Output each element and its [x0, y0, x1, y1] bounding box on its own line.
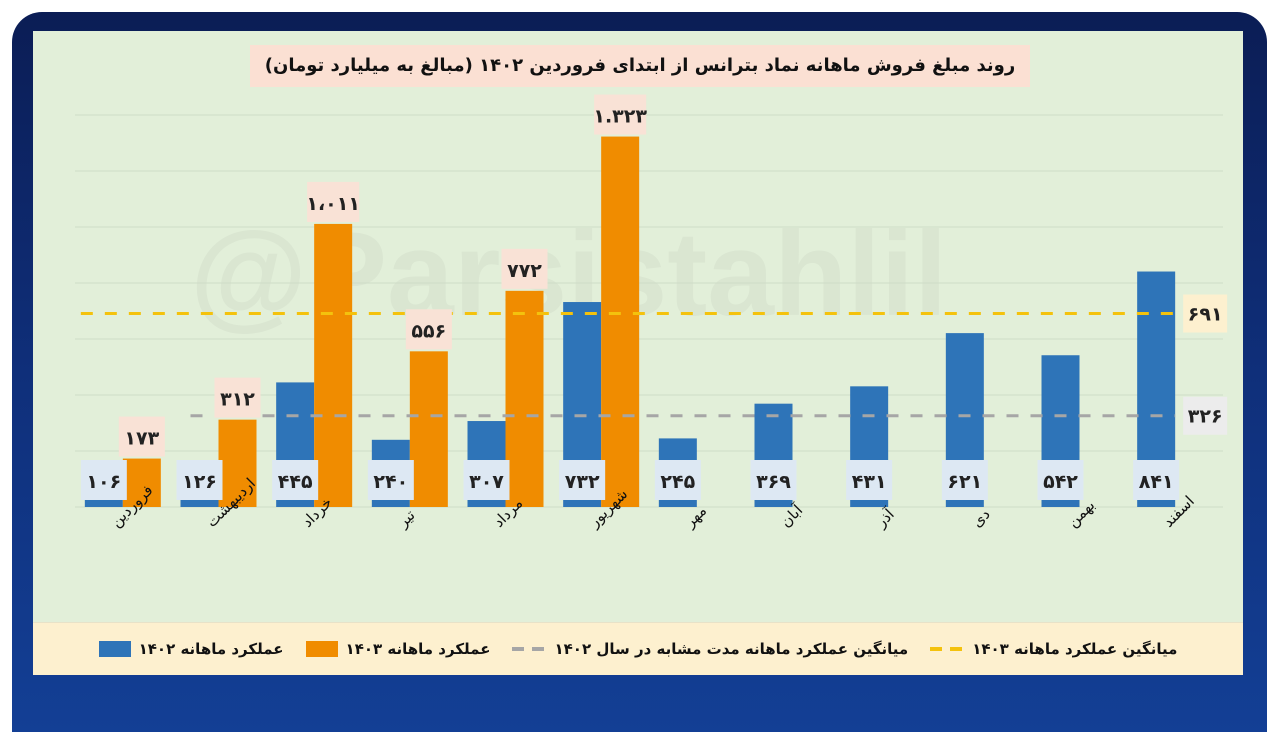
bar-1403 [601, 136, 640, 507]
value-label-1403: ۱،۰۱۱ [306, 193, 360, 215]
value-label-box-1402 [654, 460, 701, 500]
average-label-box [1183, 396, 1228, 435]
average-label-box [1183, 294, 1228, 333]
value-label-box-1402 [80, 460, 127, 500]
bar-1403 [409, 351, 448, 507]
category-label: آذر [872, 505, 899, 532]
value-label-1403: ۱.۳۲۳ [593, 106, 647, 128]
legend-item-1402[interactable]: عملکرد ماهانه ۱۴۰۲ [98, 640, 284, 658]
value-label-box-1402 [846, 460, 893, 500]
value-label-1402: ۱۲۶ [182, 471, 217, 493]
value-label-box-1403 [118, 416, 165, 457]
legend-dash-yellow-icon [930, 647, 965, 651]
average-label: ۳۲۶ [1188, 406, 1223, 428]
legend-label: میانگین عملکرد ماهانه ۱۴۰۳ [972, 640, 1178, 658]
value-label-box-1403 [307, 181, 360, 222]
value-label-1402: ۴۴۵ [278, 471, 313, 493]
legend-label: عملکرد ماهانه ۱۴۰۳ [345, 640, 491, 658]
legend-item-avg-1402[interactable]: میانگین عملکرد ماهانه مدت مشابه در سال ۱… [512, 640, 908, 658]
value-label-1403: ۱۷۳ [124, 428, 159, 450]
value-label-box-1402 [750, 460, 797, 500]
value-label-box-1402 [463, 460, 510, 500]
value-label-1402: ۵۴۲ [1043, 471, 1078, 493]
value-label-box-1403 [501, 248, 548, 289]
legend-label: عملکرد ماهانه ۱۴۰۲ [138, 640, 284, 658]
value-label-1403: ۷۷۲ [507, 260, 542, 282]
value-label-box-1402 [176, 460, 223, 500]
legend-swatch-orange-icon [305, 641, 338, 657]
value-label-1402: ۳۰۷ [469, 471, 504, 493]
value-label-box-1402 [1133, 460, 1180, 500]
value-label-1402: ۷۳۲ [565, 471, 600, 493]
value-label-1402: ۴۳۱ [852, 471, 887, 493]
value-label-1403: ۵۵۶ [411, 320, 446, 342]
value-label-box-1402 [941, 460, 988, 500]
value-label-box-1402 [559, 460, 606, 500]
legend-swatch-blue-icon [98, 641, 131, 657]
category-label: دی [968, 505, 994, 531]
legend-item-1403[interactable]: عملکرد ماهانه ۱۴۰۳ [305, 640, 491, 658]
value-label-1402: ۸۴۱ [1139, 471, 1174, 493]
value-label-box-1403 [214, 377, 261, 418]
value-label-box-1402 [272, 460, 319, 500]
chart-plot: ۳۲۶ ۶۹۱ ۱۰۶ ۱۲۶ ۴۴۵ ۲۴۰ ۳۰۷ ۷۳۲ ۲۴۵ ۳۶۹ ۴۳۱ ۶۲۱ ۵۴۲ ۸… [75, 94, 1228, 532]
category-label: تیر [393, 506, 418, 531]
bar-1403 [218, 419, 257, 507]
chart-title: روند مبلغ فروش ماهانه نماد بترانس از ابت… [250, 45, 1030, 87]
value-label-box-1403 [594, 94, 647, 135]
value-label-1402: ۶۲۱ [947, 471, 982, 493]
bar-1403 [505, 290, 544, 507]
value-label-box-1403 [405, 309, 452, 350]
value-label-1402: ۳۶۹ [756, 471, 791, 493]
legend: میانگین عملکرد ماهانه ۱۴۰۳ میانگین عملکر… [33, 622, 1243, 675]
legend-dash-gray-icon [512, 647, 547, 651]
value-label-1402: ۲۴۵ [660, 471, 695, 493]
value-label-box-1402 [1037, 460, 1084, 500]
average-label: ۶۹۱ [1188, 304, 1223, 326]
bar-1403 [314, 223, 353, 508]
legend-item-avg-1403[interactable]: میانگین عملکرد ماهانه ۱۴۰۳ [930, 640, 1177, 658]
value-label-box-1402 [367, 460, 414, 500]
legend-label: میانگین عملکرد ماهانه مدت مشابه در سال ۱… [554, 640, 909, 658]
value-label-1402: ۱۰۶ [86, 471, 121, 493]
bar-1403 [122, 458, 161, 507]
value-label-1402: ۲۴۰ [373, 471, 408, 493]
value-label-1403: ۳۱۲ [220, 389, 255, 411]
